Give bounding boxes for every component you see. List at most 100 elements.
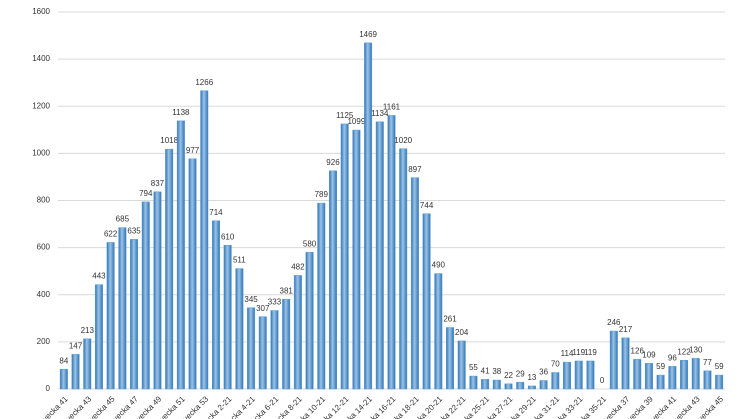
value-label: 77 [703, 358, 712, 367]
value-label: 685 [116, 215, 130, 224]
value-label: 622 [104, 230, 118, 239]
value-label: 744 [420, 201, 434, 210]
bar [94, 284, 103, 390]
bar [492, 379, 501, 390]
bar [481, 379, 490, 390]
bar [59, 368, 68, 390]
bar [71, 354, 80, 390]
bar [516, 381, 525, 390]
bar [305, 252, 314, 390]
value-label: 22 [504, 371, 513, 380]
bar [609, 330, 618, 390]
bar [469, 375, 478, 390]
value-label: 926 [326, 158, 340, 167]
bar [656, 374, 665, 390]
bar [621, 337, 630, 390]
value-label: 59 [656, 362, 665, 371]
bar [258, 316, 267, 390]
bar [633, 359, 642, 390]
value-label: 610 [221, 232, 235, 241]
bar [83, 338, 92, 390]
value-label: 130 [689, 345, 703, 354]
value-label: 114 [561, 349, 574, 358]
value-label: 511 [233, 256, 246, 265]
bar [527, 385, 536, 390]
bar [504, 383, 513, 390]
y-tick-label: 800 [37, 196, 51, 205]
bar [668, 366, 677, 390]
value-label: 837 [151, 179, 165, 188]
bar [691, 358, 700, 390]
value-label: 38 [492, 367, 501, 376]
value-label: 1020 [394, 136, 412, 145]
bar [270, 310, 279, 390]
value-label: 482 [291, 263, 305, 272]
value-label: 84 [59, 356, 68, 365]
bar [235, 268, 244, 390]
value-label: 789 [315, 190, 329, 199]
bar [293, 275, 302, 390]
value-label: 1134 [371, 109, 389, 118]
bar [375, 121, 384, 390]
value-label: 217 [619, 325, 633, 334]
bar [317, 202, 326, 390]
y-tick-label: 1000 [32, 148, 50, 157]
y-tick-label: 1600 [32, 7, 50, 16]
value-label: 126 [631, 346, 645, 355]
bar [211, 220, 220, 390]
bar [352, 129, 361, 390]
bar [247, 307, 256, 390]
bar [563, 361, 572, 390]
bar [223, 245, 232, 390]
bar [586, 360, 595, 390]
y-tick-label: 1200 [32, 101, 50, 110]
value-label: 55 [469, 363, 478, 372]
value-label: 1138 [172, 108, 190, 117]
value-label: 635 [127, 226, 141, 235]
value-label: 345 [244, 295, 258, 304]
value-label: 580 [303, 239, 317, 248]
bar [457, 340, 466, 390]
value-label: 333 [268, 298, 282, 307]
bar [446, 327, 455, 390]
y-tick-label: 0 [46, 384, 51, 393]
value-label: 0 [600, 376, 605, 385]
value-label: 41 [481, 366, 490, 375]
bar [422, 213, 431, 390]
bar [176, 120, 185, 390]
bar [130, 239, 139, 390]
value-label: 381 [280, 286, 294, 295]
bar [328, 170, 337, 390]
y-tick-label: 1400 [32, 54, 50, 63]
y-tick-label: 600 [37, 243, 51, 252]
bar [410, 177, 419, 390]
value-label: 1099 [347, 117, 365, 126]
value-label: 1469 [359, 30, 377, 39]
bar [282, 298, 291, 390]
value-label: 1161 [383, 103, 401, 112]
value-label: 119 [584, 348, 597, 357]
value-label: 36 [539, 368, 548, 377]
x-tick-label: vecka 45 [696, 394, 725, 419]
bar [551, 372, 560, 390]
y-tick-label: 200 [37, 337, 51, 346]
bar [165, 148, 174, 390]
bar [703, 370, 712, 390]
value-label: 147 [69, 341, 83, 350]
value-label: 443 [92, 272, 106, 281]
bar [387, 115, 396, 390]
value-label: 261 [443, 315, 457, 324]
bar [141, 201, 150, 390]
bar [644, 363, 653, 390]
value-label: 1125 [336, 111, 354, 120]
value-label: 29 [516, 369, 525, 378]
bar [680, 360, 689, 390]
bar [188, 158, 197, 390]
value-label: 204 [455, 328, 469, 337]
bar [434, 273, 443, 390]
value-label: 714 [209, 208, 223, 217]
value-label: 246 [607, 318, 621, 327]
value-label: 70 [551, 360, 560, 369]
y-tick-label: 400 [37, 290, 51, 299]
